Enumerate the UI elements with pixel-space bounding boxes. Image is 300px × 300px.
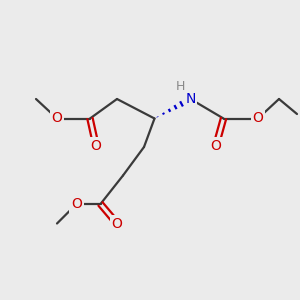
Text: O: O bbox=[112, 217, 122, 230]
Text: H: H bbox=[175, 80, 185, 93]
Text: O: O bbox=[91, 139, 101, 152]
Text: O: O bbox=[71, 197, 82, 211]
Text: O: O bbox=[253, 112, 263, 125]
Text: O: O bbox=[52, 112, 62, 125]
Text: N: N bbox=[185, 92, 196, 106]
Text: O: O bbox=[211, 139, 221, 152]
